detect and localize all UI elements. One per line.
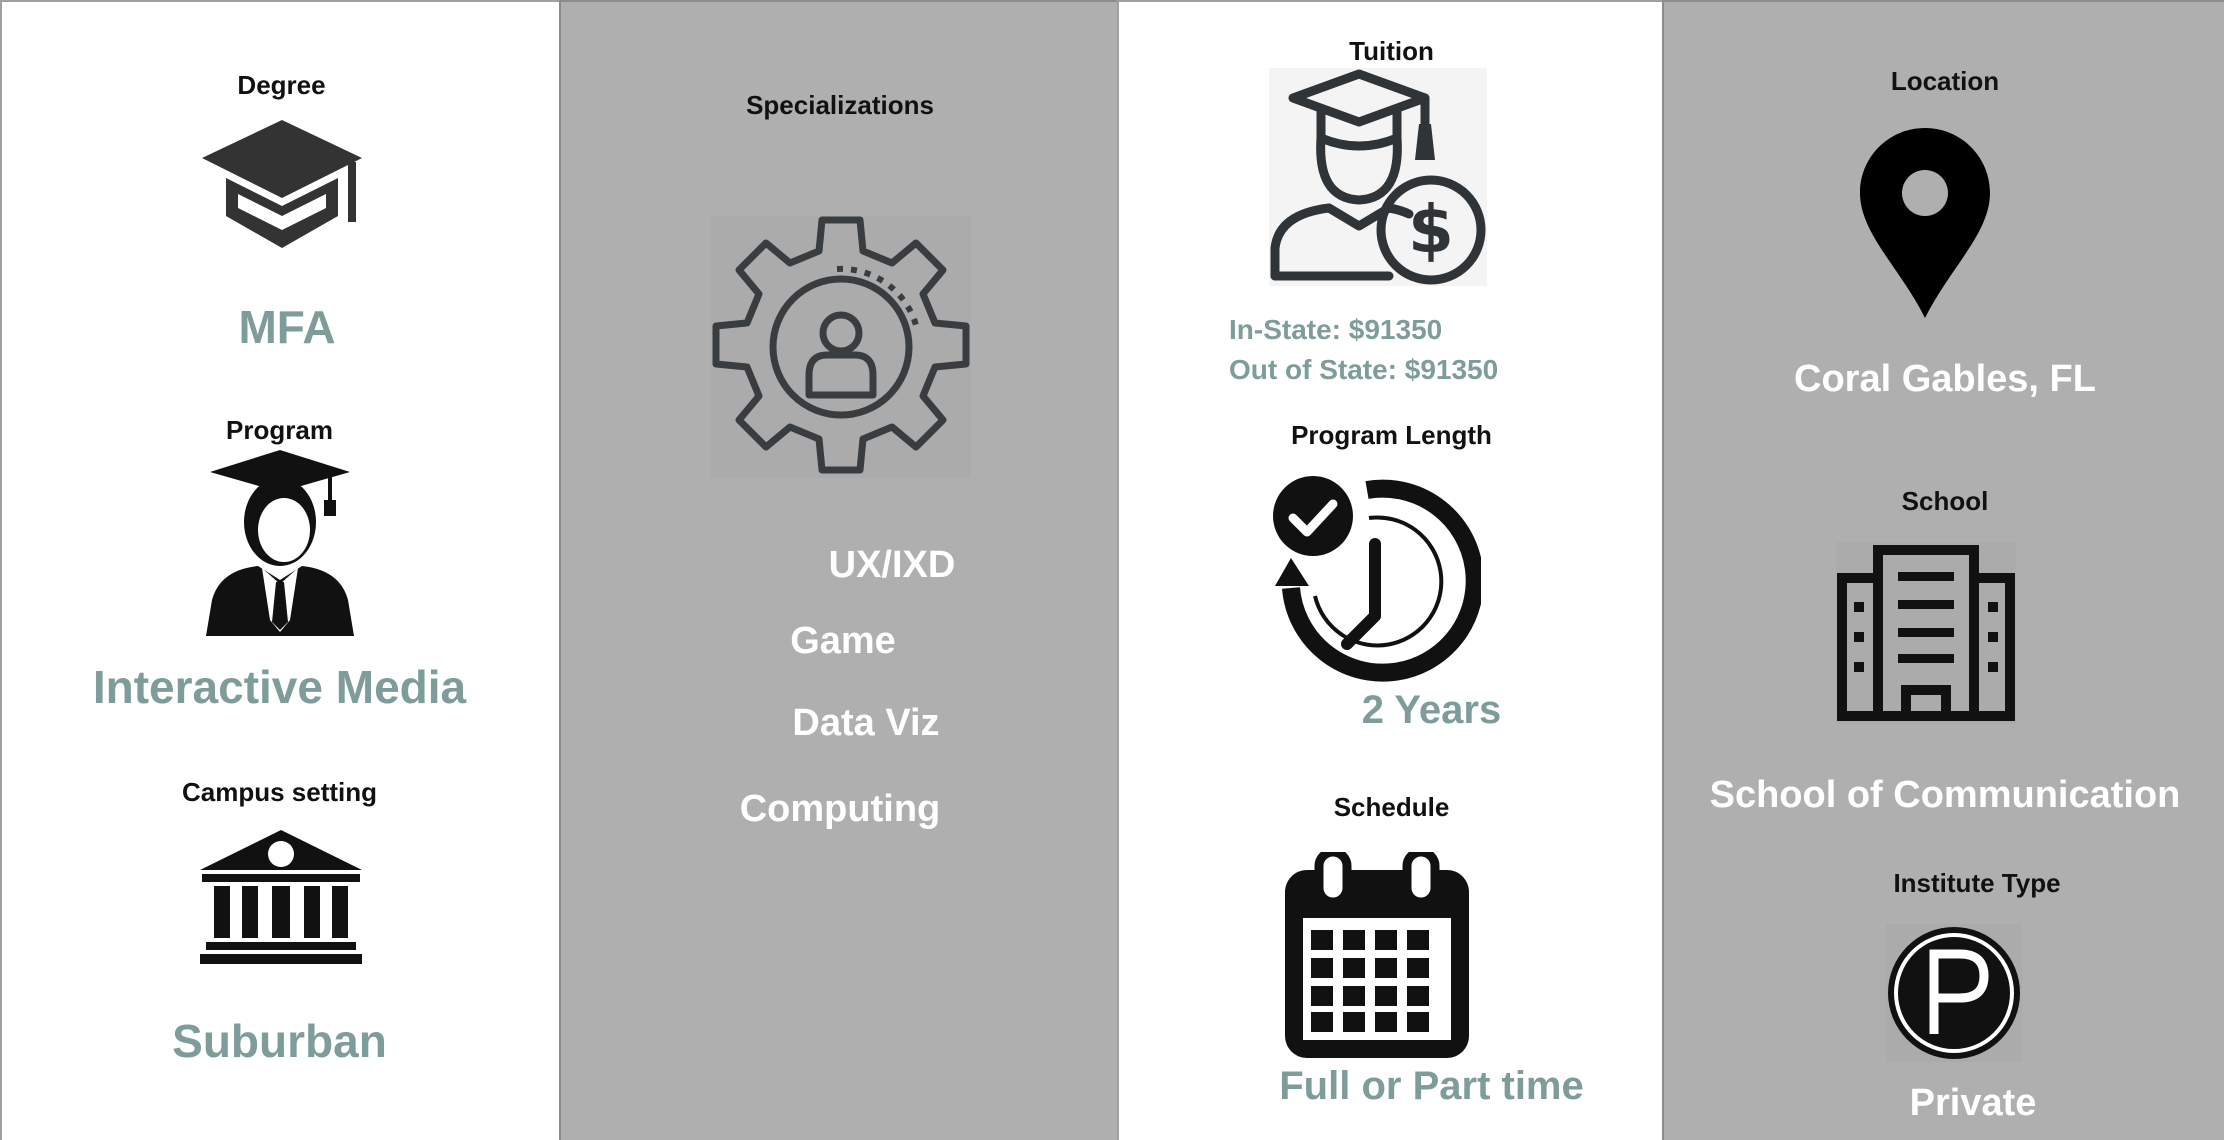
specialization-item: Data Viz [792,702,940,744]
program-label: Program [226,415,333,445]
institution-building-icon [200,830,362,964]
private-p-icon [1886,924,2022,1062]
tuition-in-state: In-State: $91350 [1229,314,1443,345]
specialization-item: Game [790,620,896,662]
calendar-icon [1285,852,1469,1058]
campus-label: Campus setting [181,777,378,807]
institute-type-value: Private [1909,1082,2037,1124]
clock-check-icon [1273,476,1481,682]
location-value: Coral Gables, FL [1794,358,2096,400]
school-label: School [1901,486,1989,516]
specializations-label: Specializations [746,90,934,120]
school-value: School of Communication [1709,774,2181,816]
schedule-value: Full or Part time [1279,1064,1584,1108]
tuition-label: Tuition [1349,36,1434,66]
schedule-label: Schedule [1333,792,1450,822]
mortarboard-icon [202,120,362,248]
campus-value: Suburban [172,1015,387,1067]
degree-value: MFA [238,301,336,353]
graduate-person-icon [206,450,354,636]
program-length-value: 2 Years [1361,688,1502,732]
column-degree-program-campus: Degree MFA Program Interactive Media Cam… [0,0,559,1140]
specialization-item: UX/IXD [828,544,956,586]
gear-person-icon [711,216,971,478]
column-specializations: Specializations UX/IXD Game Data Viz Com… [559,0,1117,1140]
location-label: Location [1890,66,2000,96]
column-tuition-length-schedule: Tuition $ In-State: $91350 Out of State:… [1117,0,1662,1140]
graduate-dollar-icon: $ [1269,68,1487,286]
tuition-out-of-state: Out of State: $91350 [1229,354,1499,385]
svg-text:$: $ [1408,191,1454,268]
map-pin-icon [1860,128,1990,318]
degree-label: Degree [237,70,326,100]
program-value: Interactive Media [92,661,467,713]
specialization-item: Computing [739,788,941,830]
office-building-icon [1836,542,2016,724]
program-length-label: Program Length [1291,420,1492,450]
column-location-school-type: Location Coral Gables, FL School [1662,0,2224,1140]
institute-type-label: Institute Type [1893,868,2061,898]
